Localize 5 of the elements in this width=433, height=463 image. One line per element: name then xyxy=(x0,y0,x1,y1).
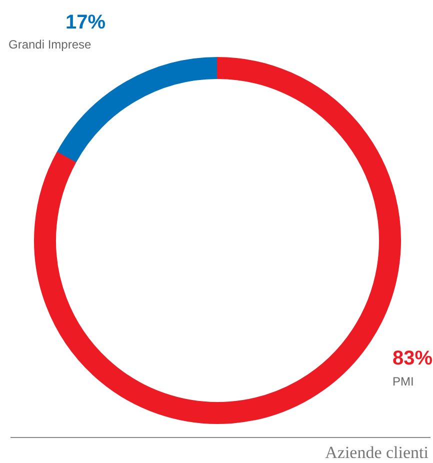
data-label: 17% xyxy=(65,12,106,34)
slice-label: PMI xyxy=(392,374,414,388)
data-label: 83% xyxy=(392,348,433,370)
slice-label: Grandi Imprese xyxy=(8,38,92,52)
text: Aziende clienti xyxy=(325,443,429,462)
